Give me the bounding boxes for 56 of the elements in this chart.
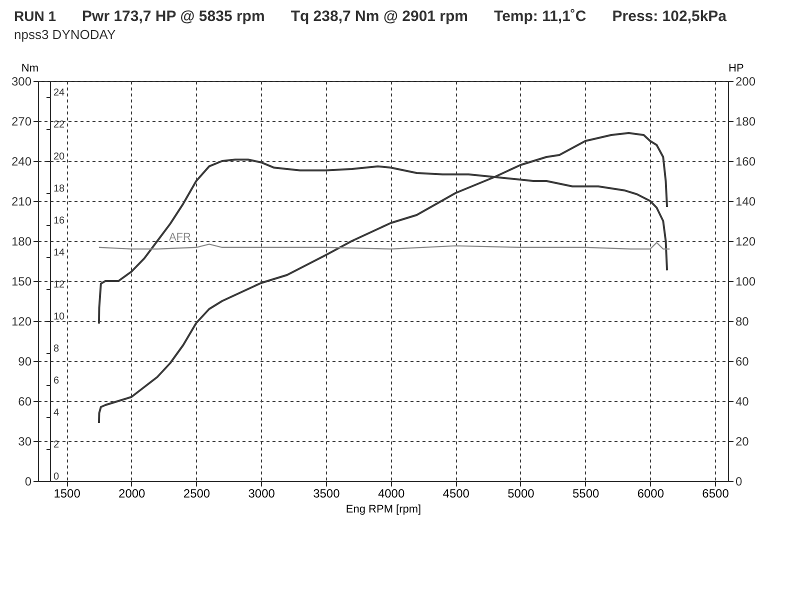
y3-tick-label: 14 [54,248,66,258]
y2-tick-label: 40 [736,394,750,408]
y-tick-label: 300 [11,74,32,88]
y-tick-label: 270 [11,114,32,128]
chart-subtitle: npss3 DYNODAY [14,27,117,42]
y3-tick-label: 2 [54,440,60,450]
y-tick-label: 90 [18,354,32,368]
y2-tick-label: 180 [736,114,756,128]
y-tick-label: 240 [11,154,32,168]
text: Temp: 11,1˚C [494,8,586,25]
y2-tick-label: 160 [736,154,756,168]
y2-tick-label: 120 [736,234,756,248]
y2-tick-label: 80 [736,314,750,328]
x-tick-label: 4000 [378,486,405,500]
y-tick-label: 210 [11,194,32,208]
y3-tick-label: 4 [54,408,60,418]
x-tick-label: 2500 [183,486,210,500]
x-tick-label: 6000 [637,486,664,500]
x-tick-label: 2000 [118,486,146,500]
y-axis-title: Nm [21,62,38,74]
y3-tick-label: 20 [54,152,66,162]
y2-tick-label: 0 [736,474,742,488]
chart-title: RUN 1 [14,8,56,24]
y-tick-label: 30 [18,434,32,448]
x-tick-label: 4500 [442,486,470,500]
y3-tick-label: 8 [54,344,60,354]
x-tick-label: 1500 [54,486,81,500]
y3-tick-label: 24 [54,88,66,98]
y2-tick-label: 20 [736,434,750,448]
text: Press: 102,5kPa [612,8,727,25]
y-tick-label: 60 [18,394,32,408]
y-tick-label: 0 [24,474,32,488]
y-tick-label: 120 [11,314,32,328]
y3-tick-label: 22 [54,120,66,130]
y2-tick-label: 60 [736,354,750,368]
y3-tick-label: 16 [54,216,66,226]
x-axis-title: Eng RPM [rpm] [346,504,422,516]
text: Pwr 173,7 HP @ 5835 rpm [82,8,265,25]
x-tick-label: 6500 [702,486,730,500]
y2-axis-title: HP [728,62,744,74]
x-tick-label: 5000 [508,486,535,500]
x-tick-label: 3000 [248,486,276,500]
series-label: AFR [168,231,192,244]
y-tick-label: 150 [11,274,32,288]
y2-tick-label: 140 [736,194,756,208]
y-tick-label: 180 [11,234,32,248]
y2-tick-label: 100 [736,274,756,288]
text: Tq 238,7 Nm @ 2901 rpm [290,8,468,25]
y2-tick-label: 200 [736,74,756,88]
x-tick-label: 5500 [572,486,600,500]
y3-tick-label: 12 [54,280,66,290]
y3-tick-label: 6 [54,376,60,386]
y3-tick-label: 10 [54,312,66,322]
y3-tick-label: 0 [54,472,60,482]
y3-tick-label: 18 [54,184,66,194]
x-tick-label: 3500 [313,486,340,500]
